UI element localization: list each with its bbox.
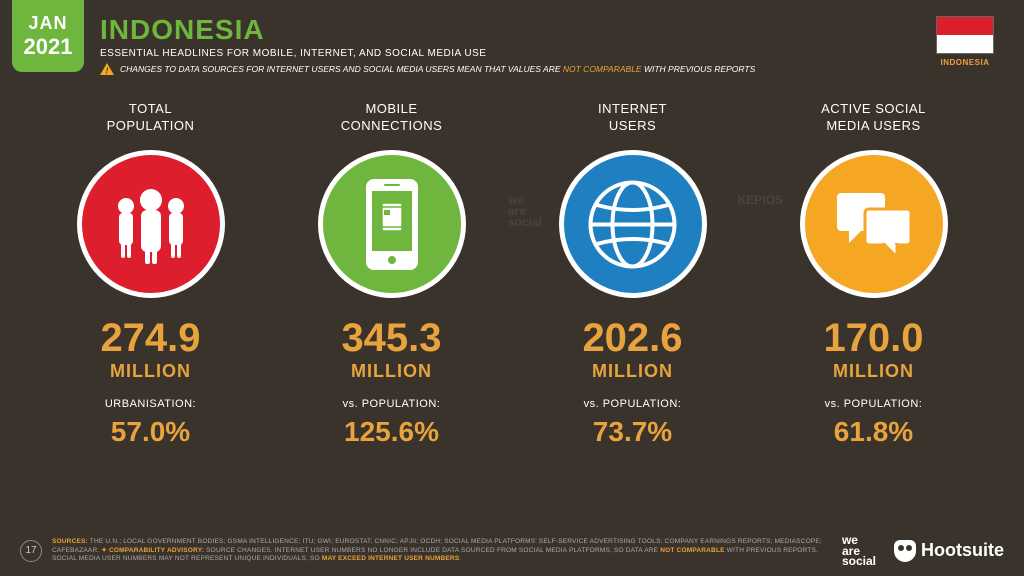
flag-icon [936, 16, 994, 54]
footer: 17 SOURCES: THE U.N.; LOCAL GOVERNMENT B… [0, 535, 1024, 566]
stat-circle-icon [77, 150, 225, 298]
stat-title: INTERNET USERS [512, 100, 753, 136]
stat-sub-label: URBANISATION: [30, 398, 271, 410]
flag-label: INDONESIA [936, 58, 994, 67]
stat-title: TOTAL POPULATION [30, 100, 271, 136]
page-number: 17 [20, 540, 42, 562]
stat-circle-icon [800, 150, 948, 298]
stat-card: INTERNET USERSKEPIOS202.6MILLIONvs. POPU… [512, 100, 753, 448]
warning-line: ! CHANGES TO DATA SOURCES FOR INTERNET U… [100, 63, 904, 75]
owl-icon [894, 540, 916, 562]
stat-value: 345.3 [271, 316, 512, 361]
warning-text: CHANGES TO DATA SOURCES FOR INTERNET USE… [120, 64, 755, 74]
stats-row: TOTAL POPULATION274.9MILLIONURBANISATION… [0, 100, 1024, 448]
footer-logos: we are social Hootsuite [842, 535, 1004, 566]
stat-unit: MILLION [30, 361, 271, 382]
hootsuite-logo: Hootsuite [894, 540, 1004, 562]
stat-value: 274.9 [30, 316, 271, 361]
stat-card: TOTAL POPULATION 274.9MILLION URBANISATION… [30, 100, 271, 448]
stat-value: 202.6 [512, 316, 753, 361]
date-tab: JAN 2021 [12, 0, 84, 72]
stat-sub-label: vs. POPULATION: [512, 398, 753, 410]
page-subtitle: ESSENTIAL HEADLINES FOR MOBILE, INTERNET… [100, 48, 904, 59]
stat-card: MOBILE CONNECTIONSwearesocial345.3MILLIO… [271, 100, 512, 448]
stat-sub-value: 125.6% [271, 416, 512, 448]
stat-title: ACTIVE SOCIAL MEDIA USERS [753, 100, 994, 136]
svg-text:!: ! [106, 67, 109, 76]
date-year: 2021 [24, 34, 73, 60]
stat-card: ACTIVE SOCIAL MEDIA USERS 170.0MILLION vs.… [753, 100, 994, 448]
stat-unit: MILLION [512, 361, 753, 382]
date-month: JAN [28, 13, 67, 34]
stat-circle-icon [559, 150, 707, 298]
stat-sub-label: vs. POPULATION: [271, 398, 512, 410]
stat-sub-value: 73.7% [512, 416, 753, 448]
stat-sub-value: 61.8% [753, 416, 994, 448]
stat-sub-label: vs. POPULATION: [753, 398, 994, 410]
stat-circle-icon [318, 150, 466, 298]
page-title: INDONESIA [100, 14, 904, 46]
stat-title: MOBILE CONNECTIONS [271, 100, 512, 136]
stat-sub-value: 57.0% [30, 416, 271, 448]
warning-icon: ! [100, 63, 114, 75]
header: INDONESIA ESSENTIAL HEADLINES FOR MOBILE… [100, 14, 904, 75]
country-flag-block: INDONESIA [936, 16, 994, 67]
stat-unit: MILLION [271, 361, 512, 382]
sources-text: SOURCES: THE U.N.; LOCAL GOVERNMENT BODI… [52, 538, 822, 563]
we-are-social-logo: we are social [842, 535, 876, 566]
stat-unit: MILLION [753, 361, 994, 382]
stat-value: 170.0 [753, 316, 994, 361]
